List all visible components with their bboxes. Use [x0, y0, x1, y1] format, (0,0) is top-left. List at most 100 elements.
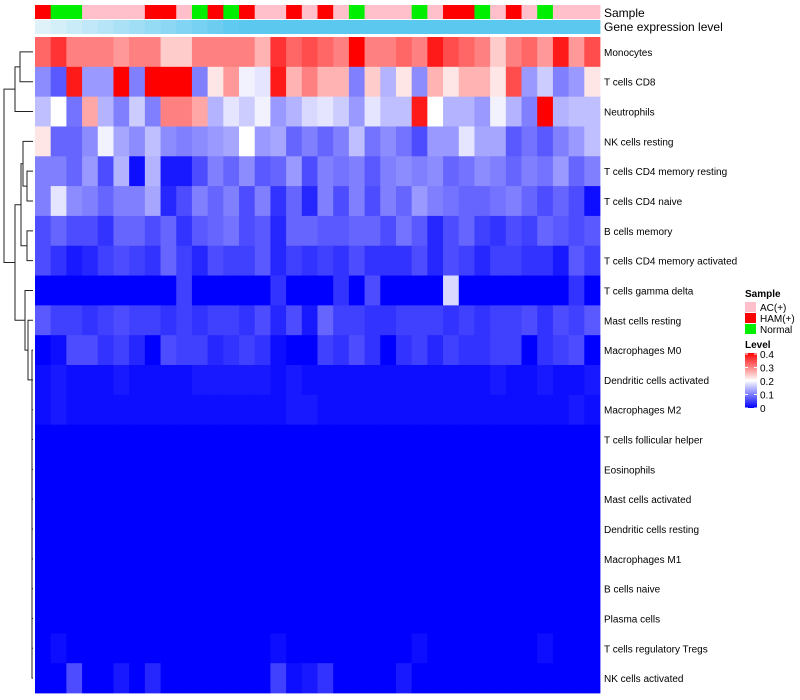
- heatmap-cell: [66, 215, 83, 247]
- heatmap-cell: [254, 424, 271, 455]
- heatmap-cell: [427, 633, 444, 664]
- heatmap-cell: [474, 335, 491, 366]
- heatmap-cell: [239, 305, 256, 336]
- gene-expression-annotation-cell: [364, 20, 381, 34]
- gene-expression-annotation-cell: [537, 20, 554, 34]
- heatmap-cell: [537, 424, 554, 455]
- heatmap-cell: [113, 215, 130, 247]
- heatmap-cell: [223, 126, 240, 157]
- gene-expression-annotation-cell: [301, 20, 318, 34]
- heatmap-cell: [380, 633, 397, 664]
- heatmap-cell: [160, 514, 177, 545]
- heatmap-cell: [239, 335, 256, 366]
- legend-sample-entries: AC(+)HAM(+)Normal: [745, 302, 795, 336]
- heatmap-cell: [97, 275, 114, 306]
- heatmap-cell: [427, 394, 444, 426]
- heatmap-cell: [286, 156, 303, 187]
- row-label: B cells memory: [604, 227, 672, 238]
- heatmap-cell: [537, 66, 554, 98]
- heatmap-cell: [286, 514, 303, 545]
- heatmap-cell: [584, 424, 601, 455]
- heatmap-cell: [458, 305, 475, 336]
- sample-annotation-label: Sample: [604, 6, 645, 20]
- sample-annotation-cell: [443, 5, 460, 19]
- heatmap-cell: [458, 215, 475, 247]
- heatmap-cell: [427, 663, 444, 694]
- heatmap-cell: [254, 454, 271, 485]
- heatmap-cell: [568, 156, 585, 187]
- heatmap-cell: [505, 37, 522, 68]
- heatmap-cell: [191, 633, 209, 664]
- heatmap-cell: [348, 365, 365, 396]
- gene-expression-annotation-cell: [129, 20, 146, 34]
- heatmap-cell: [35, 66, 52, 98]
- heatmap-cell: [82, 37, 99, 68]
- row-labels: Monocytes T cells CD8 Neutrophils NK cells …: [604, 48, 737, 685]
- heatmap-cell: [427, 335, 444, 366]
- heatmap-cell: [113, 514, 130, 545]
- heatmap-cell: [35, 424, 52, 455]
- heatmap-cell: [35, 335, 52, 366]
- heatmap-cell: [568, 603, 585, 634]
- heatmap-cell: [270, 424, 287, 455]
- heatmap-cell: [395, 394, 413, 426]
- gene-expression-annotation-label: Gene expression level: [604, 20, 723, 34]
- heatmap-cell: [395, 573, 413, 604]
- heatmap-cell: [129, 186, 146, 217]
- heatmap-cell: [521, 66, 538, 98]
- heatmap-cell: [490, 156, 507, 187]
- heatmap-cell: [411, 37, 428, 68]
- heatmap-cell: [474, 275, 491, 306]
- heatmap-cell: [474, 37, 491, 68]
- heatmap-cell: [50, 186, 67, 217]
- heatmap-cell: [568, 245, 585, 276]
- heatmap-cell: [35, 156, 52, 187]
- sample-annotation-cell: [160, 5, 177, 19]
- heatmap-cell: [129, 454, 146, 485]
- heatmap-cell: [66, 633, 83, 664]
- heatmap-cell: [458, 365, 475, 396]
- heatmap-cell: [317, 573, 334, 604]
- heatmap-cell: [113, 484, 130, 515]
- heatmap-cell: [521, 305, 538, 336]
- heatmap-cell: [490, 454, 507, 485]
- heatmap-cell: [160, 484, 177, 515]
- heatmap-cell: [191, 215, 209, 247]
- heatmap-cell: [129, 37, 146, 68]
- legend-level-tick-label: 0: [760, 404, 766, 415]
- heatmap-cell: [568, 126, 585, 157]
- heatmap-cell: [333, 335, 350, 366]
- heatmap-cell: [97, 245, 114, 276]
- heatmap-cell: [176, 603, 193, 634]
- heatmap-cell: [286, 424, 303, 455]
- heatmap-cell: [443, 394, 460, 426]
- heatmap-cell: [364, 275, 381, 306]
- gene-expression-annotation-cell: [191, 20, 209, 34]
- heatmap-cell: [395, 484, 413, 515]
- heatmap-cell: [427, 543, 444, 575]
- heatmap-cell: [317, 96, 334, 127]
- heatmap-cell: [270, 37, 287, 68]
- heatmap-cell: [317, 365, 334, 396]
- heatmap-cell: [490, 633, 507, 664]
- heatmap-cell: [50, 305, 67, 336]
- heatmap-cell: [207, 126, 224, 157]
- heatmap-cell: [50, 126, 67, 157]
- heatmap-cell: [176, 514, 193, 545]
- heatmap-cell: [552, 514, 570, 545]
- heatmap-cell: [50, 275, 67, 306]
- dendrogram-branch: [22, 140, 33, 187]
- heatmap-cell: [160, 633, 177, 664]
- heatmap-cell: [254, 96, 271, 127]
- sample-annotation-cell: [82, 5, 99, 19]
- heatmap-cell: [584, 37, 601, 68]
- heatmap-cell: [66, 514, 83, 545]
- sample-annotation-cell: [97, 5, 114, 19]
- sample-annotation-cell: [380, 5, 397, 19]
- heatmap-cell: [537, 514, 554, 545]
- heatmap-cell: [270, 66, 287, 98]
- heatmap-cell: [113, 37, 130, 68]
- heatmap-cell: [584, 573, 601, 604]
- heatmap-cell: [82, 633, 99, 664]
